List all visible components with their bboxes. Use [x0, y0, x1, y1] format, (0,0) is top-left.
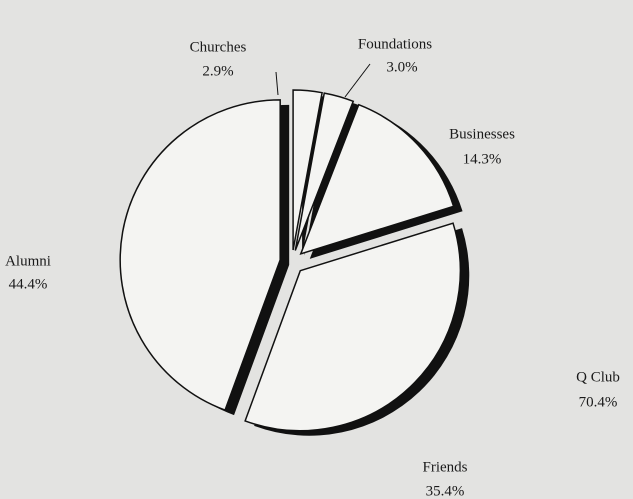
slice-label: Alumni — [5, 253, 51, 269]
leader-line — [344, 63, 371, 98]
slice — [244, 222, 461, 432]
slice — [294, 92, 355, 251]
slice-value-label: 3.0% — [386, 59, 417, 75]
slice-value-label: 14.3% — [463, 151, 502, 167]
slices — [119, 89, 470, 436]
slice-label: Businesses — [449, 126, 515, 142]
annotation-label: Q Club — [576, 369, 620, 385]
slice-label: Foundations — [358, 36, 432, 52]
slice-value-label: 44.4% — [9, 276, 48, 292]
leader-line — [275, 71, 279, 96]
slice-label: Friends — [423, 459, 468, 475]
annotation-value: 70.4% — [579, 394, 618, 410]
slice — [299, 103, 455, 255]
slice — [119, 99, 281, 412]
slice-label: Churches — [190, 39, 247, 55]
slice — [292, 89, 323, 251]
slice-value-label: 35.4% — [426, 483, 465, 499]
slice-value-label: 2.9% — [202, 63, 233, 79]
labels: Churches 2.9% Foundations 3.0% Businesses 14.… — [5, 36, 620, 499]
